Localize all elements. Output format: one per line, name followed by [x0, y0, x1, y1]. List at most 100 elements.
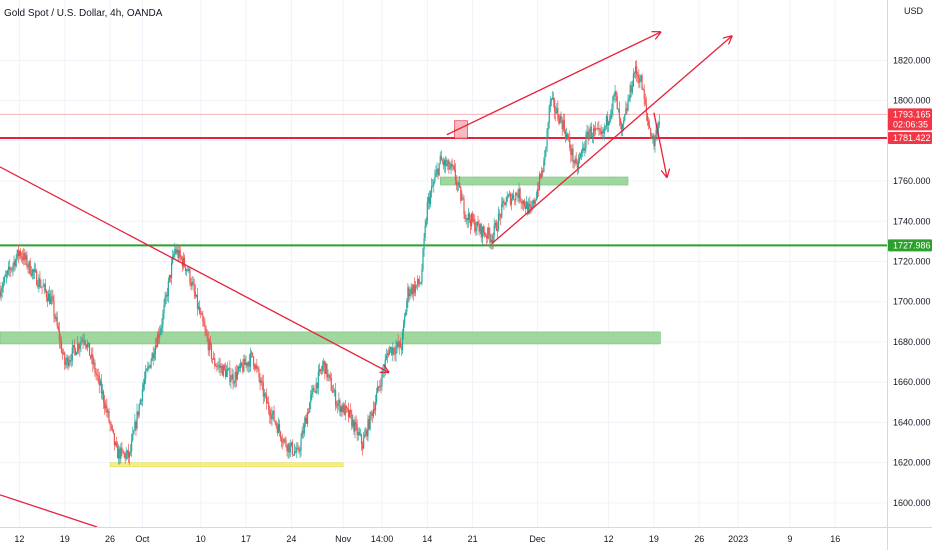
y-tick-label: 1800.000 — [893, 96, 931, 106]
candle-body — [399, 341, 401, 348]
candle-body — [357, 431, 359, 436]
candle-body — [188, 268, 190, 271]
candle-body — [527, 202, 529, 214]
candle-body — [333, 390, 336, 392]
price-badge — [888, 239, 932, 252]
candle-body — [500, 214, 502, 218]
candle-body — [549, 100, 551, 107]
candle-body — [533, 200, 535, 205]
candle-body — [24, 253, 26, 260]
candle-body — [600, 131, 602, 135]
candle-body — [562, 120, 564, 130]
candle-body — [194, 291, 196, 297]
candle-body — [612, 96, 614, 110]
candle-body — [105, 405, 107, 409]
candle-body — [655, 129, 657, 138]
candle-body — [658, 122, 660, 125]
candle-body — [404, 316, 406, 324]
candle-body — [290, 442, 292, 445]
candle-body — [375, 393, 378, 403]
candle-body — [626, 108, 628, 111]
candle-body — [221, 366, 223, 376]
candle-body — [344, 405, 346, 416]
trendlines — [0, 32, 732, 528]
candle-body — [26, 255, 28, 267]
candle-body — [591, 136, 594, 138]
candle-body — [224, 368, 227, 377]
candle-body — [653, 135, 655, 146]
candle-body — [114, 442, 117, 445]
candle-body — [300, 438, 302, 451]
candle-body — [40, 286, 42, 288]
candle-body — [630, 85, 632, 93]
y-tick-label: 1600.000 — [893, 498, 931, 508]
candle-body — [159, 332, 161, 338]
candle-body — [187, 269, 189, 271]
candle-body — [607, 121, 610, 126]
candle-body — [516, 193, 518, 195]
candle-body — [522, 200, 524, 204]
candle-body — [474, 219, 476, 232]
candle-body — [537, 189, 540, 191]
candle-body — [331, 390, 333, 393]
candle-body — [223, 365, 226, 369]
candle-body — [460, 186, 462, 201]
candle-body — [219, 364, 221, 368]
candle-body — [90, 355, 92, 358]
candle-body — [463, 199, 465, 215]
candle-body — [575, 158, 577, 164]
candle-body — [203, 321, 205, 327]
candle-body — [313, 387, 315, 392]
candle-body — [632, 74, 635, 87]
candle-body — [77, 343, 79, 353]
candle-body — [291, 442, 294, 455]
candle-body — [422, 249, 424, 270]
candle-body — [168, 274, 171, 282]
candle-body — [483, 232, 486, 236]
candle-body — [361, 443, 364, 449]
candle-body — [509, 194, 512, 205]
candle-body — [196, 294, 199, 309]
candle-body — [162, 313, 164, 326]
candle-body — [328, 374, 330, 376]
zone-rect — [0, 331, 661, 345]
candle-body — [503, 200, 505, 203]
candle-body — [238, 366, 241, 369]
candle-body — [345, 405, 347, 409]
candle-body — [367, 419, 369, 437]
candle-body — [597, 128, 599, 129]
candle-body — [461, 197, 463, 201]
candle-body — [654, 137, 656, 146]
candle-body — [143, 379, 146, 385]
candle-body — [593, 128, 596, 131]
candle-body — [49, 293, 51, 304]
candle-body — [163, 305, 165, 314]
candle-body — [124, 453, 126, 459]
candle-body — [1, 287, 3, 292]
candle-body — [391, 347, 393, 355]
candle-body — [258, 369, 260, 378]
candle-body — [161, 325, 163, 329]
candle-body — [63, 352, 65, 354]
candle-body — [556, 108, 558, 114]
candle-body — [193, 284, 195, 292]
candle-body — [29, 261, 31, 275]
candle-body — [360, 434, 363, 444]
candle-body — [545, 146, 547, 151]
candle-body — [0, 289, 1, 297]
candle-body — [119, 448, 121, 459]
candle-body — [153, 354, 155, 359]
candle-body — [380, 385, 382, 387]
candle-body — [47, 293, 50, 302]
candle-body — [433, 181, 435, 186]
candle-body — [548, 106, 550, 123]
candle-body — [44, 284, 46, 291]
candle-body — [199, 306, 201, 314]
candle-body — [384, 359, 386, 370]
candle-body — [259, 377, 261, 384]
candle-body — [173, 254, 175, 257]
candle-body — [101, 391, 104, 394]
candle-body — [436, 169, 438, 173]
candle-body — [165, 294, 167, 298]
